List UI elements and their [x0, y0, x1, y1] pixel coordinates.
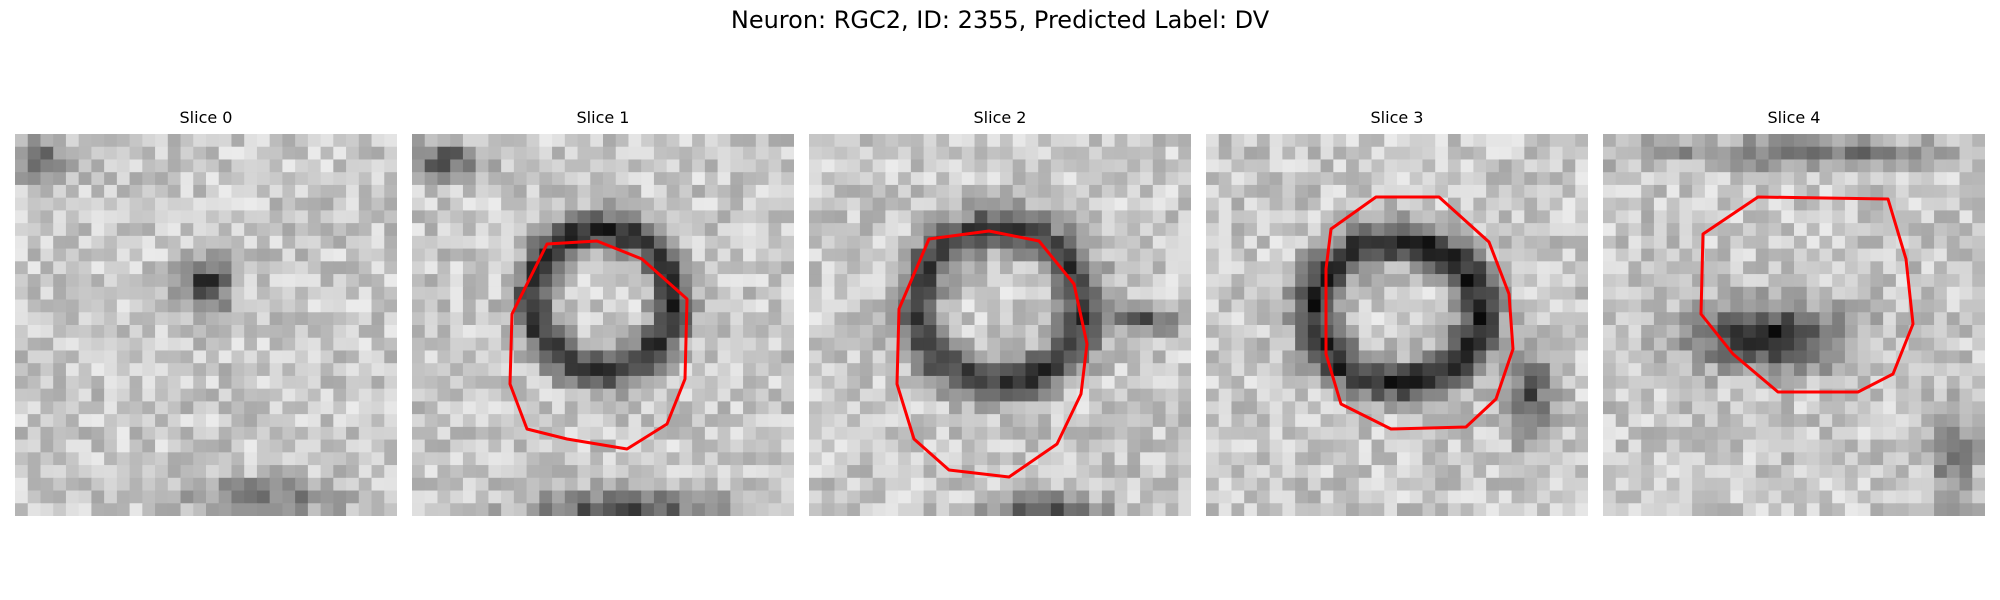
panel-title: Slice 0 — [179, 108, 233, 127]
slice-image — [15, 134, 397, 516]
panel-title: Slice 2 — [973, 108, 1027, 127]
slice-image — [412, 134, 794, 516]
pixel-grid — [1206, 134, 1588, 516]
panel-title: Slice 1 — [576, 108, 630, 127]
roi-outline — [1699, 195, 1915, 394]
pixel-grid — [1603, 134, 1985, 516]
slice-image — [1603, 134, 1985, 516]
figure-title: Neuron: RGC2, ID: 2355, Predicted Label:… — [730, 6, 1270, 34]
pixel-grid — [809, 134, 1191, 516]
pixel-grid — [15, 134, 397, 516]
roi-outline — [895, 229, 1089, 479]
slice-image — [1206, 134, 1588, 516]
roi-outline — [508, 239, 689, 451]
pixel-grid — [412, 134, 794, 516]
roi-outline — [1324, 195, 1515, 431]
panel-title: Slice 3 — [1370, 108, 1424, 127]
slice-image — [809, 134, 1191, 516]
panel-title: Slice 4 — [1767, 108, 1821, 127]
